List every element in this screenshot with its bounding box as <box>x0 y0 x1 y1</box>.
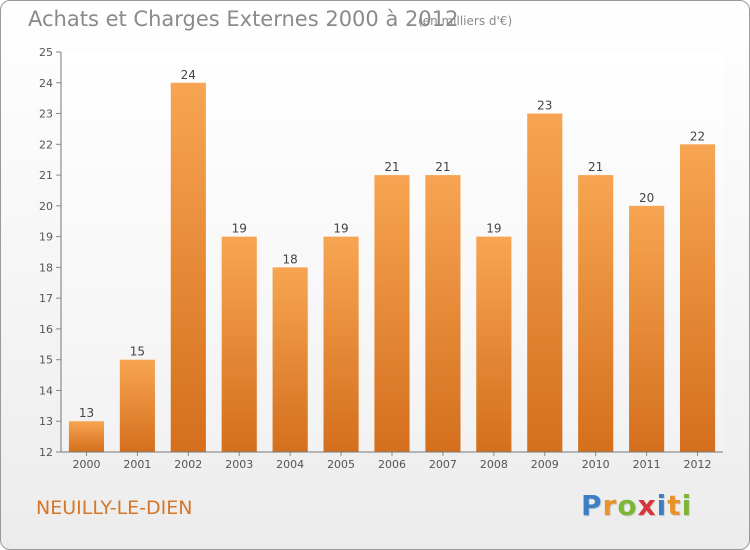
x-tick-label: 2002 <box>174 458 202 471</box>
x-tick-label: 2006 <box>378 458 406 471</box>
logo-letter: r <box>602 489 618 522</box>
x-tick-label: 2001 <box>123 458 151 471</box>
logo-letter: o <box>617 489 638 522</box>
x-tick-label: 2008 <box>480 458 508 471</box>
y-tick-label: 21 <box>39 169 53 182</box>
data-label: 24 <box>181 68 196 82</box>
data-label: 20 <box>639 191 654 205</box>
y-tick-label: 17 <box>39 292 53 305</box>
data-label: 18 <box>283 252 298 266</box>
data-label: 15 <box>130 345 145 359</box>
data-label: 21 <box>384 160 399 174</box>
bar <box>374 175 410 453</box>
data-label: 19 <box>232 222 247 236</box>
data-label: 23 <box>537 99 552 113</box>
logo-letter: x <box>637 489 657 522</box>
chart-title: Achats et Charges Externes 2000 à 2012 <box>28 7 459 31</box>
x-tick-label: 2009 <box>531 458 559 471</box>
bar <box>323 236 359 452</box>
data-label: 21 <box>588 160 603 174</box>
proxiti-logo[interactable]: Proxiti <box>581 489 692 522</box>
place-name: NEUILLY-LE-DIEN <box>36 497 193 519</box>
x-tick-label: 2007 <box>429 458 457 471</box>
bar <box>527 113 563 453</box>
bar <box>629 205 665 452</box>
data-label: 22 <box>690 129 705 143</box>
bar <box>68 421 105 452</box>
x-tick-label: 2005 <box>327 458 355 471</box>
y-tick-label: 15 <box>39 354 53 367</box>
y-tick-label: 16 <box>39 323 53 336</box>
y-tick-label: 25 <box>39 46 53 59</box>
logo-letter: i <box>656 489 668 522</box>
y-tick-label: 24 <box>39 77 53 90</box>
logo-letter: i <box>681 489 693 522</box>
y-tick-label: 12 <box>39 446 53 459</box>
x-tick-label: 2012 <box>684 458 712 471</box>
logo-letter: P <box>581 489 603 522</box>
bar <box>221 236 257 452</box>
y-tick-label: 19 <box>39 231 53 244</box>
data-label: 21 <box>435 160 450 174</box>
bar <box>170 82 206 453</box>
y-tick-label: 20 <box>39 200 53 213</box>
x-tick-label: 2010 <box>582 458 610 471</box>
y-tick-label: 18 <box>39 261 53 274</box>
y-tick-label: 14 <box>39 384 53 397</box>
data-label: 19 <box>333 222 348 236</box>
bar <box>272 267 308 452</box>
chart-unit: (en milliers d'€) <box>418 14 513 28</box>
y-tick-label: 13 <box>39 415 53 428</box>
bar <box>476 236 512 452</box>
data-label: 13 <box>79 406 94 420</box>
y-tick-label: 22 <box>39 138 53 151</box>
x-tick-label: 2004 <box>276 458 304 471</box>
data-label: 19 <box>486 222 501 236</box>
x-tick-label: 2000 <box>72 458 100 471</box>
y-tick-label: 23 <box>39 108 53 121</box>
x-tick-label: 2003 <box>225 458 253 471</box>
bar <box>679 144 716 453</box>
bar <box>119 359 155 452</box>
x-tick-label: 2011 <box>633 458 661 471</box>
logo-letter: t <box>667 489 682 522</box>
bar <box>578 175 614 453</box>
bar <box>425 175 461 453</box>
